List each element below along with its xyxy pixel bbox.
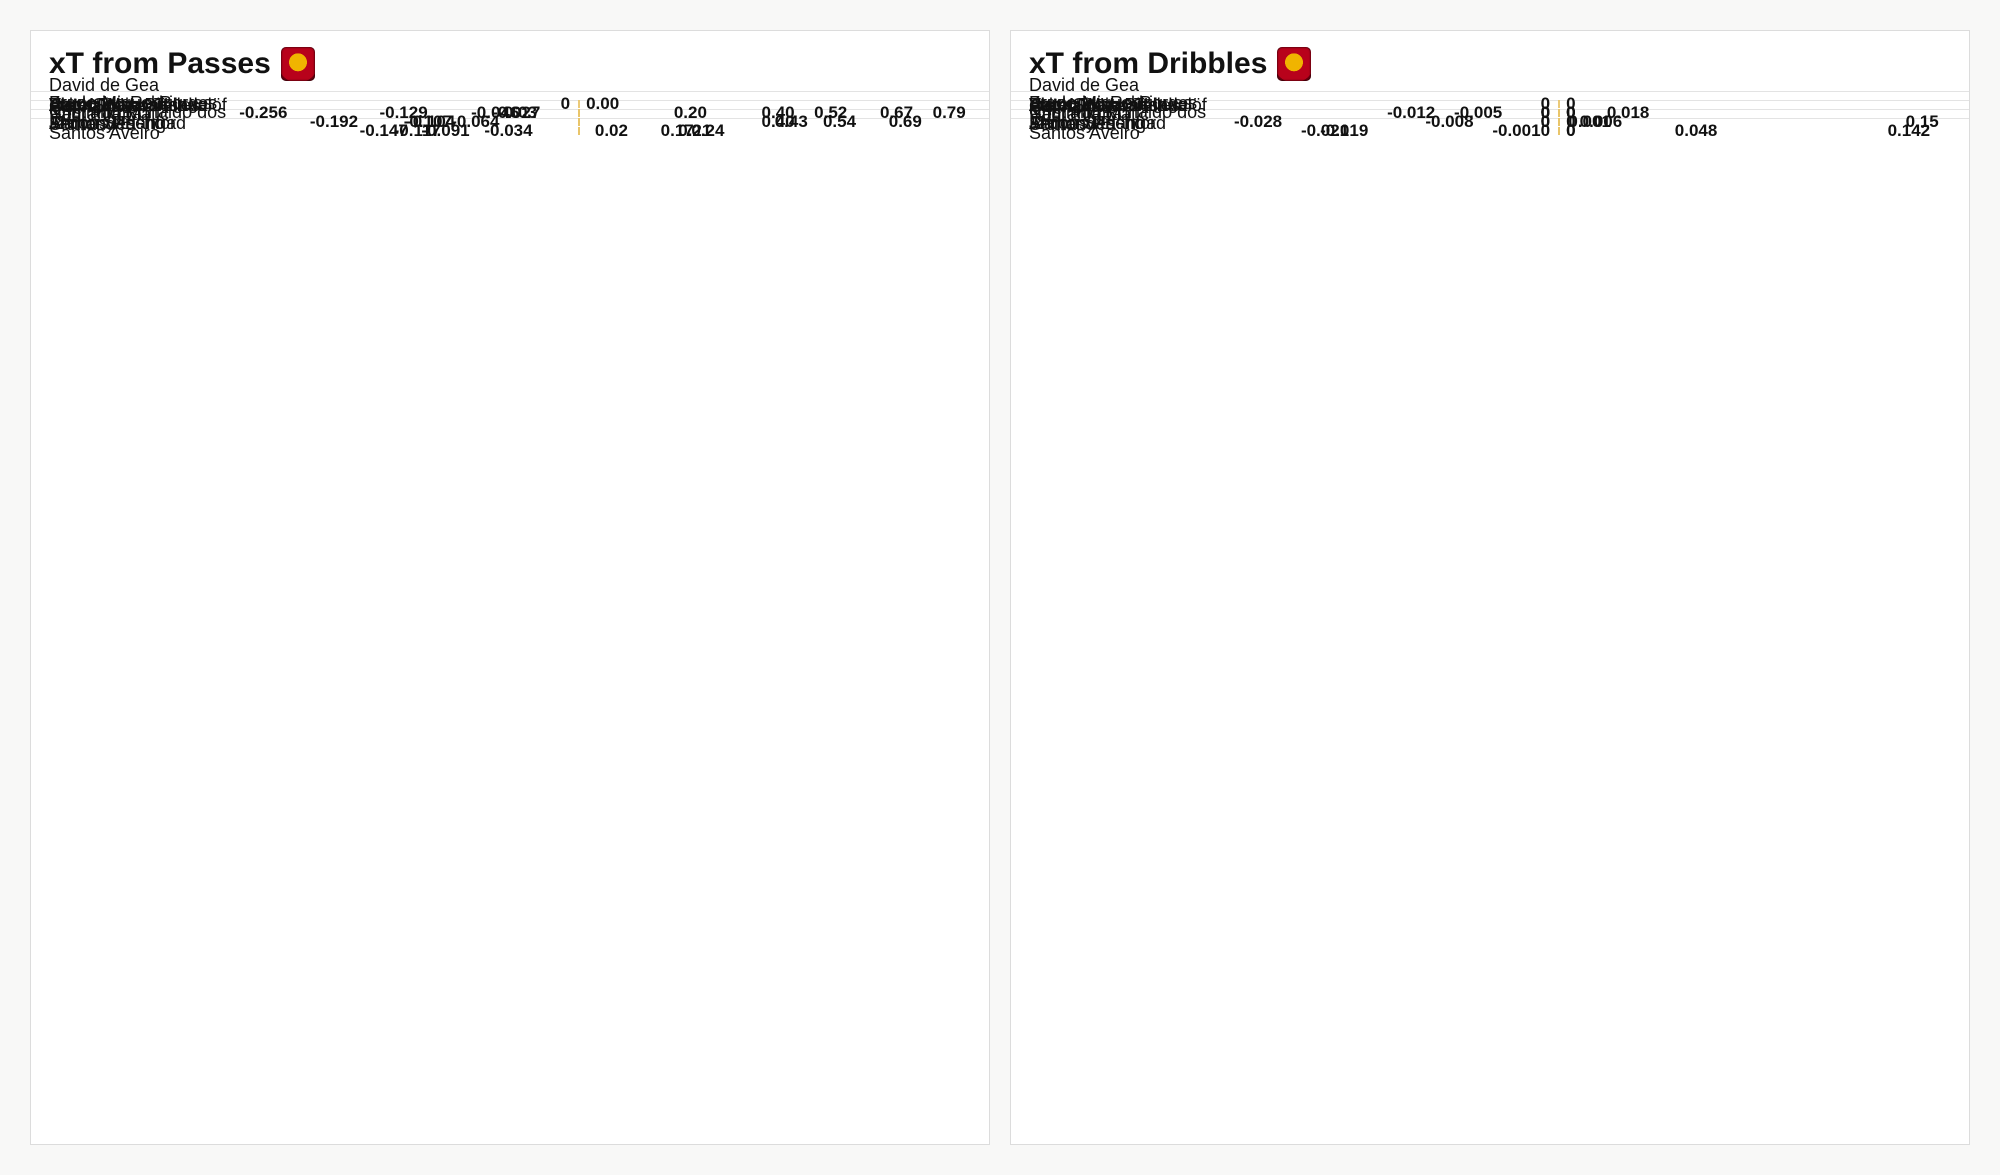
club-crest-icon — [281, 47, 315, 81]
chart-panel: xT from PassesDavid de Gea Quintana00.00… — [30, 30, 990, 1145]
positive-value-label: 0 — [1566, 121, 1575, 141]
positive-value-label: 0.17 — [661, 121, 694, 141]
positive-value-label: 0.20 — [674, 103, 707, 123]
player-name: Marcus Rashford — [49, 113, 229, 134]
zero-axis-line — [1558, 118, 1560, 126]
zero-axis-line — [1558, 127, 1560, 135]
groups-container: David de Gea Quintana00.00Alex Nicolao T… — [31, 91, 989, 1144]
negative-value-label: -0.001 — [1492, 121, 1540, 141]
zero-axis-line — [1558, 109, 1560, 117]
negative-value-label: -0.117 — [394, 121, 441, 141]
groups-container: David de Gea Quintana00Luke Shaw-0.0120.… — [1011, 91, 1969, 1144]
page-root: xT from PassesDavid de Gea Quintana00.00… — [0, 0, 2000, 1175]
positive-value-label: 0.79 — [933, 103, 966, 123]
positive-value-label: 0.02 — [595, 121, 628, 141]
positive-value-label: 0.142 — [1888, 121, 1931, 141]
negative-value-label: -0.256 — [239, 103, 287, 123]
positive-value-label: 0.40 — [762, 112, 795, 132]
zero-axis-line — [578, 109, 580, 117]
positive-value-label: 0.00 — [586, 94, 619, 114]
zero-axis-line — [578, 118, 580, 126]
negative-value-label: 0 — [1541, 121, 1550, 141]
negative-value-label: -0.192 — [310, 112, 358, 132]
chart-panel: xT from DribblesDavid de Gea Quintana00L… — [1010, 30, 1970, 1145]
zero-axis-line — [578, 100, 580, 108]
zero-axis-line — [578, 127, 580, 135]
negative-value-label: -0.021 — [1301, 121, 1349, 141]
negative-value-label: -0.008 — [1425, 112, 1473, 132]
zero-axis-line — [1558, 100, 1560, 108]
negative-value-label: -0.028 — [1234, 112, 1282, 132]
positive-value-label: 0.54 — [823, 112, 856, 132]
negative-value-label: -0.034 — [484, 121, 532, 141]
club-crest-icon — [1277, 47, 1311, 81]
negative-value-label: 0 — [561, 94, 570, 114]
player-name: Jadon Sancho — [1029, 113, 1209, 134]
positive-value-label: 0.048 — [1675, 121, 1718, 141]
positive-value-label: 0.69 — [889, 112, 922, 132]
